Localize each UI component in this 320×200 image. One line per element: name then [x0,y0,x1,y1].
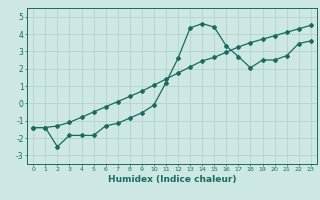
X-axis label: Humidex (Indice chaleur): Humidex (Indice chaleur) [108,175,236,184]
